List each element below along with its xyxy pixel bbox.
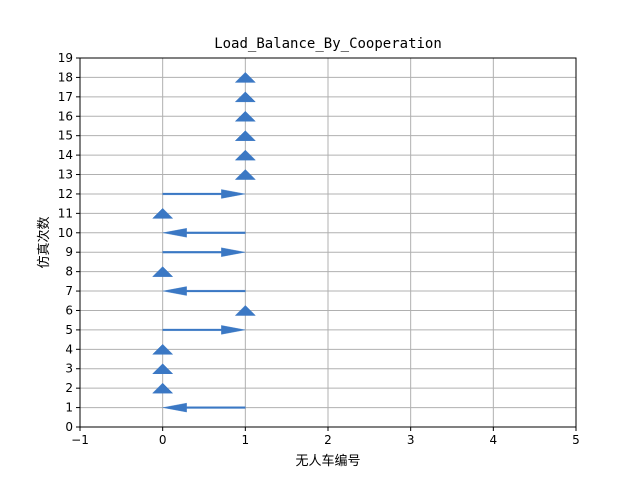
y-tick-label: 18 <box>58 70 73 84</box>
y-tick-label: 19 <box>58 51 73 65</box>
y-tick-label: 15 <box>58 129 73 143</box>
y-tick-label: 12 <box>58 187 73 201</box>
y-tick-label: 13 <box>58 168 73 182</box>
x-tick-label: 2 <box>324 433 332 447</box>
arrow <box>162 402 246 413</box>
arrow <box>162 189 246 199</box>
y-axis-label: 仿真次数 <box>36 216 52 268</box>
arrow-marker <box>152 363 174 374</box>
y-tick-label: 0 <box>65 420 73 434</box>
chart-title: Load_Balance_By_Cooperation <box>214 36 442 52</box>
arrow-marker <box>152 266 174 277</box>
arrow <box>162 228 246 238</box>
y-tick-label: 9 <box>65 245 73 259</box>
arrow-marker <box>152 382 174 394</box>
y-tick-label: 8 <box>65 265 73 279</box>
arrow-marker <box>152 343 174 355</box>
y-tick-label: 1 <box>65 401 73 415</box>
arrow-marker <box>234 72 256 83</box>
y-tick-label: 10 <box>58 226 73 240</box>
y-tick-label: 11 <box>58 206 73 220</box>
x-tick-label: 0 <box>159 433 167 447</box>
x-tick-label: 5 <box>572 433 580 447</box>
y-tick-label: 14 <box>58 148 73 162</box>
x-tick-label: 4 <box>490 433 498 447</box>
y-tick-label: 7 <box>65 284 73 298</box>
x-axis-ticks: −1 0 1 2 3 4 5 <box>71 427 580 447</box>
arrow <box>162 247 246 257</box>
arrow-series <box>152 72 256 413</box>
arrow-marker <box>234 149 256 161</box>
arrow-marker <box>234 91 256 103</box>
arrow-marker <box>234 110 256 122</box>
arrow-marker <box>234 305 256 316</box>
arrow-marker <box>152 208 174 219</box>
y-tick-label: 17 <box>58 90 73 104</box>
y-tick-label: 4 <box>65 342 73 356</box>
y-tick-label: 6 <box>65 303 73 317</box>
y-tick-label: 2 <box>65 381 73 395</box>
x-tick-label: −1 <box>71 433 89 447</box>
y-tick-label: 5 <box>65 323 73 337</box>
arrow <box>162 325 246 335</box>
arrow <box>162 286 246 296</box>
y-tick-label: 16 <box>58 109 73 123</box>
x-tick-label: 1 <box>242 433 250 447</box>
y-tick-label: 3 <box>65 362 73 376</box>
arrow-marker <box>234 169 256 180</box>
x-tick-label: 3 <box>407 433 415 447</box>
arrow-marker <box>234 130 256 141</box>
x-axis-label: 无人车编号 <box>295 453 360 469</box>
